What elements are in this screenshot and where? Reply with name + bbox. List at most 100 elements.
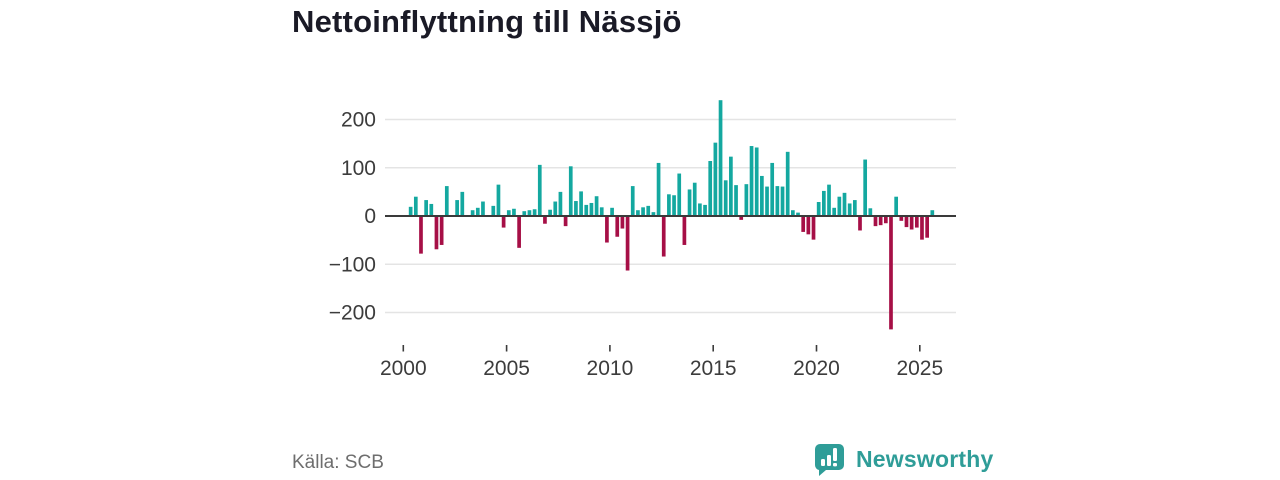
bar-2015Q4: [729, 156, 733, 216]
bar-2009Q4: [605, 216, 609, 243]
logo-bar-short: [821, 459, 825, 466]
newsworthy-branding: Newsworthy: [813, 441, 993, 477]
bar-2024Q2: [904, 216, 909, 228]
bar-2010Q2: [615, 216, 620, 237]
bar-2017Q2: [760, 175, 764, 216]
bar-2020Q1: [816, 202, 821, 216]
bar-2002Q4: [460, 191, 465, 217]
y-axis-label-0: 0: [364, 205, 376, 228]
bar-2021Q3: [847, 203, 852, 216]
bar-2012Q4: [667, 194, 671, 216]
bar-2012Q2: [656, 162, 661, 216]
bar-2019Q4: [811, 216, 816, 240]
bar-2001Q2: [429, 203, 434, 216]
bar-2021Q2: [842, 192, 847, 216]
bar-2009Q3: [599, 207, 604, 216]
bar-2022Q2: [863, 159, 868, 216]
bar-2008Q3: [579, 191, 583, 216]
bar-2018Q4: [791, 210, 795, 216]
bar-2002Q3: [455, 200, 459, 216]
bar-2015Q3: [723, 180, 728, 216]
bar-2010Q1: [610, 207, 614, 216]
bar-2007Q2: [553, 201, 558, 216]
bar-2017Q4: [770, 162, 775, 216]
bar-2009Q1: [589, 202, 594, 216]
bar-2020Q3: [827, 184, 831, 216]
bar-2022Q1: [858, 216, 862, 231]
bar-2005Q3: [517, 216, 521, 248]
bar-2018Q1: [775, 186, 780, 216]
bar-2020Q4: [832, 207, 837, 216]
bar-2015Q2: [718, 100, 723, 216]
bar-2022Q4: [873, 216, 878, 227]
bar-2004Q4: [501, 216, 506, 228]
x-axis-label-2025: 2025: [896, 357, 943, 380]
x-axis-label-2010: 2010: [587, 357, 634, 380]
bar-2006Q4: [543, 216, 547, 224]
bar-2013Q3: [682, 216, 687, 245]
newsworthy-wordmark: Newsworthy: [856, 445, 994, 472]
bar-2008Q1: [568, 166, 573, 216]
bar-2008Q2: [574, 201, 578, 216]
bar-2019Q3: [806, 216, 811, 235]
y-axis-label-200: 200: [341, 109, 376, 132]
bar-2005Q2: [512, 208, 516, 216]
bar-2003Q4: [481, 201, 485, 216]
logo-bar-medium: [827, 455, 831, 466]
bar-2023Q2: [883, 216, 888, 224]
bar-2012Q1: [651, 212, 656, 216]
bar-2022Q3: [868, 208, 873, 216]
bar-2007Q3: [558, 191, 563, 217]
bar-2025Q3: [930, 210, 935, 216]
bar-2005Q1: [506, 210, 511, 216]
bar-2012Q3: [661, 216, 666, 257]
bar-2025Q2: [925, 216, 929, 238]
bar-2004Q3: [496, 184, 501, 216]
bar-2006Q1: [527, 210, 532, 216]
bar-2002Q1: [444, 186, 449, 216]
page-title: Nettoinflyttning till Nässjö: [292, 4, 682, 39]
y-axis-label--200: −200: [329, 302, 376, 325]
y-axis-label--100: −100: [329, 253, 376, 276]
bar-2000Q4: [419, 216, 423, 254]
bar-2009Q2: [594, 196, 599, 216]
y-axis-label-100: 100: [341, 157, 376, 180]
bar-2018Q2: [780, 186, 785, 216]
bar-2024Q3: [909, 216, 914, 230]
bar-2016Q2: [739, 216, 744, 220]
bar-2007Q4: [563, 216, 568, 227]
bar-2015Q1: [713, 142, 718, 216]
bar-2020Q2: [822, 190, 826, 216]
bar-2001Q4: [439, 216, 444, 245]
logo-exclamation-bar: [833, 448, 837, 461]
bar-2008Q4: [584, 204, 589, 216]
bar-2006Q3: [537, 164, 542, 216]
bar-2001Q1: [424, 200, 428, 216]
bar-2023Q3: [889, 216, 893, 330]
bar-2018Q3: [785, 151, 790, 216]
bar-2021Q4: [852, 200, 857, 216]
bar-2014Q3: [703, 204, 707, 216]
x-axis-label-2005: 2005: [483, 357, 530, 380]
bar-2003Q2: [470, 210, 475, 216]
bar-2005Q4: [522, 211, 527, 217]
bar-2014Q2: [698, 203, 702, 216]
bar-2013Q2: [677, 173, 682, 216]
bar-2010Q4: [625, 216, 630, 271]
bar-2000Q2: [408, 206, 413, 216]
bar-2023Q1: [878, 216, 883, 226]
bar-2021Q1: [837, 196, 842, 216]
x-axis-label-2020: 2020: [793, 357, 840, 380]
bar-2016Q3: [744, 184, 749, 216]
bar-2017Q1: [754, 147, 759, 217]
bar-2011Q2: [636, 210, 640, 216]
bar-2006Q2: [532, 209, 537, 216]
bar-2011Q3: [641, 207, 645, 216]
bar-2011Q4: [646, 205, 651, 216]
bar-2014Q1: [692, 182, 697, 216]
bar-2007Q1: [548, 209, 552, 216]
bar-2016Q4: [749, 146, 754, 216]
bar-2016Q1: [734, 185, 738, 216]
bar-2024Q4: [914, 216, 919, 228]
